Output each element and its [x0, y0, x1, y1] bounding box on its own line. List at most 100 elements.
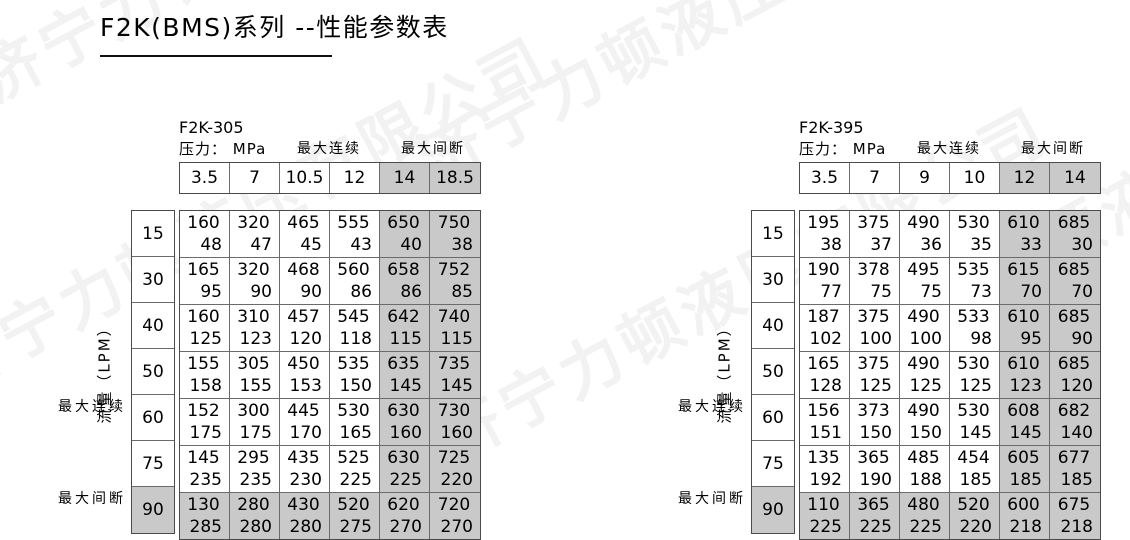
data-cell: 152 175: [180, 399, 230, 445]
torque-value: 480: [907, 495, 940, 515]
torque-value: 378: [857, 260, 890, 280]
speed-value: 220: [959, 517, 992, 537]
data-cell: 468 90: [280, 258, 330, 304]
torque-value: 450: [287, 354, 320, 374]
speed-value: 70: [1071, 282, 1093, 302]
torque-value: 750: [437, 213, 471, 233]
flow-label-column: 15 30 40 50 60 75 90: [131, 210, 175, 534]
speed-value: 225: [389, 470, 422, 490]
torque-value: 457: [287, 307, 320, 327]
data-cell: 280 280: [230, 493, 280, 539]
flow-label-cell: 60: [752, 395, 794, 441]
speed-value: 285: [189, 517, 222, 537]
data-cell: 155 158: [180, 352, 230, 398]
speed-value: 120: [1060, 376, 1093, 396]
torque-value: 490: [907, 213, 940, 233]
speed-value: 185: [959, 470, 992, 490]
speed-value: 75: [920, 282, 942, 302]
speed-value: 150: [859, 423, 892, 443]
page-title: F2K(BMS)系列 --性能参数表: [100, 13, 449, 42]
data-cell: 630 225: [380, 446, 430, 492]
data-cell: 375 125: [850, 352, 900, 398]
torque-value: 685: [1057, 260, 1091, 280]
speed-value: 38: [820, 235, 842, 255]
torque-value: 642: [387, 307, 420, 327]
data-cell: 160 48: [180, 211, 230, 257]
data-cell: 605 185: [1000, 446, 1050, 492]
data-cell: 320 90: [230, 258, 280, 304]
flow-label-cell: 60: [132, 395, 174, 441]
speed-value: 145: [959, 423, 992, 443]
pressure-axis-label: 压力： MPa: [799, 140, 887, 158]
speed-value: 225: [339, 470, 372, 490]
torque-value: 615: [1007, 260, 1040, 280]
data-cell: 375 100: [850, 305, 900, 351]
torque-value: 658: [387, 260, 420, 280]
speed-value: 125: [189, 329, 222, 349]
data-cell: 535 73: [950, 258, 1000, 304]
data-cell: 725 220: [430, 446, 480, 492]
data-cell: 445 170: [280, 399, 330, 445]
flow-label-cell: 75: [752, 441, 794, 487]
torque-value: 600: [1007, 495, 1040, 515]
torque-value: 530: [337, 401, 370, 421]
data-cell: 525 225: [330, 446, 380, 492]
torque-value: 630: [387, 401, 420, 421]
table-row: 135 192 365 190 485 188 454 185 605 185 677 185: [800, 446, 1100, 493]
data-cell: 378 75: [850, 258, 900, 304]
speed-value: 270: [389, 517, 422, 537]
torque-value: 135: [807, 448, 840, 468]
speed-value: 120: [289, 329, 322, 349]
data-cell: 195 38: [800, 211, 850, 257]
pressure-header-cell: 12: [1000, 163, 1050, 193]
title-underline: [100, 55, 332, 57]
torque-value: 735: [437, 354, 471, 374]
flow-axis-label: 流量（LPM）: [91, 210, 117, 532]
torque-value: 375: [857, 213, 890, 233]
data-cell: 490 36: [900, 211, 950, 257]
torque-value: 485: [907, 448, 940, 468]
torque-value: 373: [857, 401, 890, 421]
torque-value: 685: [1057, 307, 1091, 327]
speed-value: 123: [1009, 376, 1042, 396]
data-cell: 190 77: [800, 258, 850, 304]
torque-value: 620: [387, 495, 420, 515]
speed-value: 70: [1020, 282, 1042, 302]
torque-value: 555: [337, 213, 370, 233]
speed-value: 218: [1060, 517, 1093, 537]
torque-value: 520: [337, 495, 370, 515]
torque-value: 650: [387, 213, 420, 233]
speed-value: 77: [820, 282, 842, 302]
data-cell: 740 115: [430, 305, 480, 351]
speed-value: 95: [1020, 329, 1042, 349]
data-cell: 530 35: [950, 211, 1000, 257]
data-cell: 735 145: [430, 352, 480, 398]
flow-label-cell: 15: [132, 211, 174, 257]
torque-value: 445: [287, 401, 320, 421]
torque-value: 468: [287, 260, 320, 280]
data-cell: 160 125: [180, 305, 230, 351]
data-cell: 600 218: [1000, 493, 1050, 539]
speed-value: 153: [289, 376, 322, 396]
data-cell: 110 225: [800, 493, 850, 539]
speed-value: 190: [859, 470, 892, 490]
speed-value: 235: [239, 470, 272, 490]
data-cell: 750 38: [430, 211, 480, 257]
torque-value: 110: [807, 495, 840, 515]
speed-value: 45: [300, 235, 322, 255]
data-cell: 305 155: [230, 352, 280, 398]
data-cell: 555 43: [330, 211, 380, 257]
speed-value: 270: [440, 517, 473, 537]
speed-value: 48: [200, 235, 222, 255]
data-cell: 485 188: [900, 446, 950, 492]
speed-value: 115: [440, 329, 473, 349]
torque-value: 535: [337, 354, 370, 374]
data-cell: 635 145: [380, 352, 430, 398]
torque-value: 608: [1007, 401, 1040, 421]
torque-value: 530: [957, 401, 990, 421]
speed-value: 98: [970, 329, 992, 349]
data-cell: 435 230: [280, 446, 330, 492]
pressure-header-row: 3.5 7 10.5 12 14 18.5: [179, 162, 481, 194]
table-row: 152 175 300 175 445 170 530 165 630 160 730 160: [180, 399, 480, 446]
speed-value: 230: [289, 470, 322, 490]
